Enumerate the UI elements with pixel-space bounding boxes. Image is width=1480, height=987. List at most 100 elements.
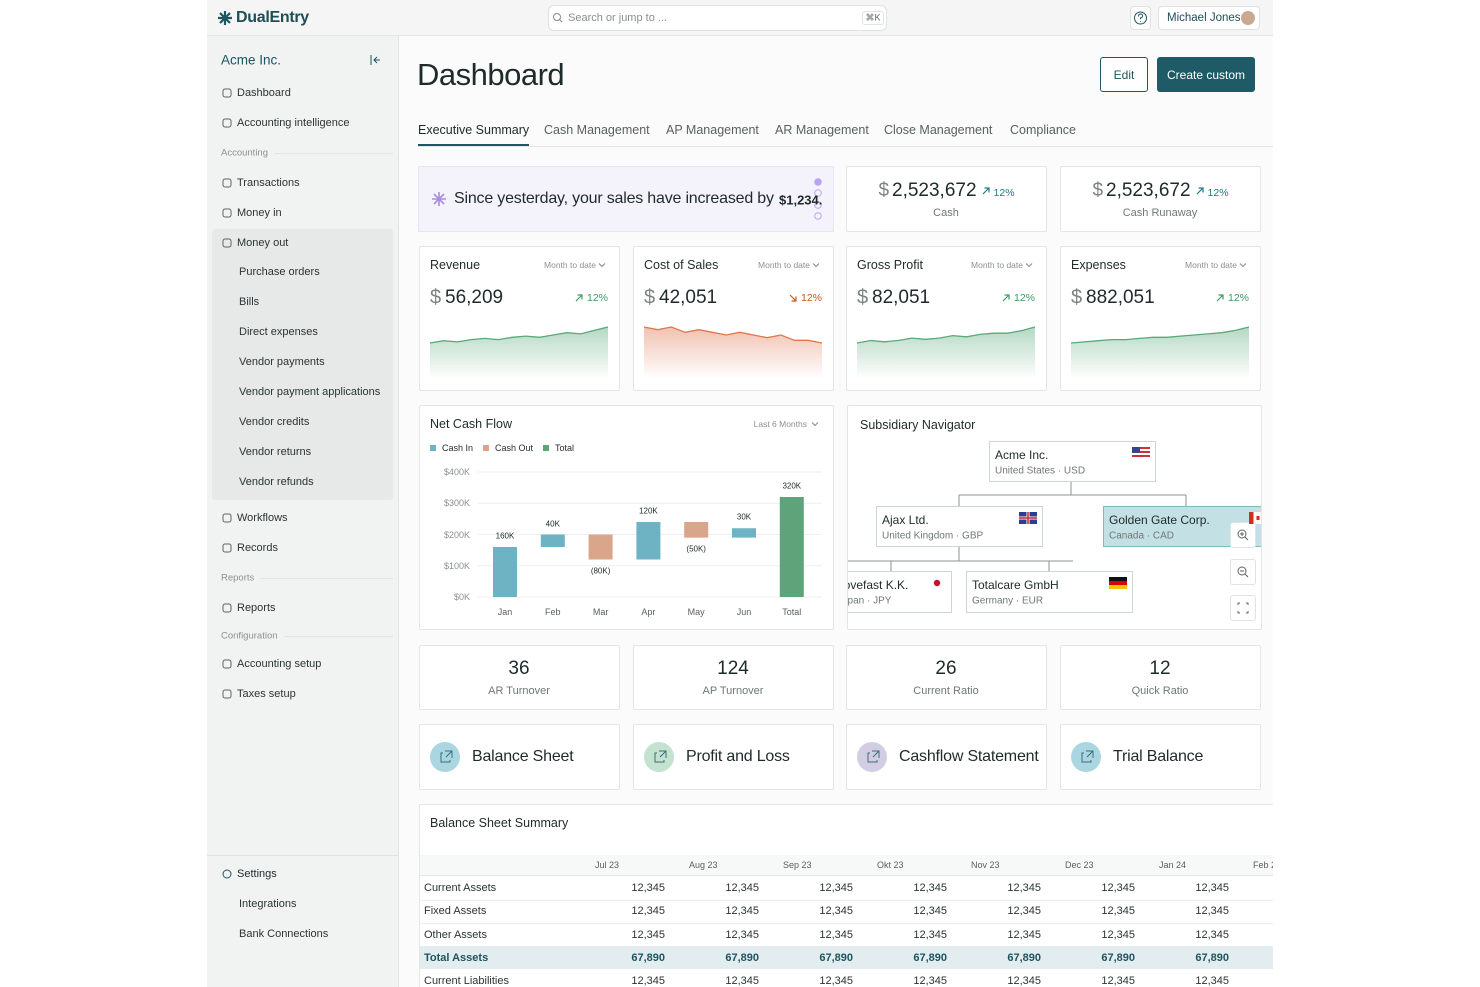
row-label: Current Liabilities: [424, 975, 509, 987]
tab[interactable]: Close Management: [884, 123, 992, 137]
cell: 12,345: [631, 929, 665, 941]
cell: 67,890: [725, 952, 759, 964]
metric-change: 12%: [1014, 292, 1035, 304]
kpi-value: 2,523,672: [1106, 180, 1191, 202]
tab[interactable]: AR Management: [775, 123, 869, 137]
cell: 12,345: [631, 882, 665, 894]
cell: 12,345: [819, 975, 853, 987]
nav-item[interactable]: Bank Connections: [239, 928, 328, 940]
nav-item[interactable]: Records: [237, 542, 278, 554]
tab[interactable]: Cash Management: [544, 123, 650, 137]
metric-currency: $: [1071, 287, 1082, 310]
value-label: 320K: [782, 482, 801, 491]
cell: 12,345: [1101, 975, 1135, 987]
nav-item[interactable]: Transactions: [237, 177, 300, 189]
x-tick-label: Total: [782, 607, 801, 617]
nav-item[interactable]: Money out: [237, 237, 288, 249]
nav-item[interactable]: Settings: [237, 868, 277, 880]
shortcut: ⌘K: [865, 13, 880, 24]
fullscreen-icon: [1238, 603, 1248, 613]
nav-item[interactable]: Bills: [239, 296, 259, 308]
kpi-row: $2,523,67212%: [846, 180, 1047, 202]
button-label: Edit: [1114, 68, 1135, 82]
banner-amount: $1,234.: [779, 193, 822, 208]
connector: [959, 482, 1186, 506]
x-tick-label: Mar: [593, 607, 609, 617]
nav-item[interactable]: Dashboard: [237, 87, 291, 99]
nav-item[interactable]: Direct expenses: [239, 326, 318, 338]
ratio-label: AR Turnover: [488, 685, 550, 697]
sidebar-rule: [207, 855, 399, 856]
metric-period[interactable]: Month to date: [971, 260, 1023, 270]
banner-text: Since yesterday, your sales have increas…: [454, 190, 774, 208]
report-label: Trial Balance: [1113, 748, 1203, 766]
kpi-change: 12%: [994, 187, 1015, 199]
value-label: 40K: [546, 519, 560, 528]
row-rule: [420, 923, 1320, 924]
tab[interactable]: AP Management: [666, 123, 759, 137]
node-detail: Canada · CAD: [1109, 531, 1174, 542]
nav-item[interactable]: Workflows: [237, 512, 288, 524]
column-header: Jan 24: [1159, 860, 1186, 870]
nav-item[interactable]: Money in: [237, 207, 282, 219]
section-rule: [260, 578, 393, 579]
ratio-label: Quick Ratio: [1132, 685, 1189, 697]
table-title: Balance Sheet Summary: [430, 816, 568, 830]
cell: 67,890: [819, 952, 853, 964]
metric-change: 12%: [801, 292, 822, 304]
y-tick-label: $200K: [444, 530, 470, 540]
column-header: Jul 23: [595, 860, 619, 870]
node-name: Acme Inc.: [995, 448, 1048, 462]
nav-item[interactable]: Vendor payment applications: [239, 386, 380, 398]
section-title: Reports: [221, 573, 254, 584]
nav-item[interactable]: Integrations: [239, 898, 296, 910]
zoom-icon: [1240, 532, 1248, 540]
metric-title: Revenue: [430, 258, 480, 272]
cell: 12,345: [819, 929, 853, 941]
nav-item[interactable]: Vendor payments: [239, 356, 325, 368]
ratio-label: AP Turnover: [703, 685, 764, 697]
cash-flow-panel: [419, 405, 834, 630]
cell: 12,345: [725, 975, 759, 987]
y-tick-label: $0K: [454, 592, 470, 602]
nav-item[interactable]: Reports: [237, 602, 276, 614]
nav-item[interactable]: Vendor credits: [239, 416, 309, 428]
flag: [1257, 516, 1260, 520]
cell: 67,890: [631, 952, 665, 964]
ratio-value: 124: [717, 658, 749, 680]
cell: 12,345: [1101, 929, 1135, 941]
nav-item[interactable]: Accounting intelligence: [237, 117, 350, 129]
kpi-row: $2,523,67212%: [1060, 180, 1261, 202]
metric-value: 882,051: [1086, 287, 1155, 309]
nav-item[interactable]: Accounting setup: [237, 658, 321, 670]
nav-item[interactable]: Vendor returns: [239, 446, 311, 458]
metric-currency: $: [430, 287, 441, 310]
cell: 12,345: [1101, 905, 1135, 917]
cell: 12,345: [631, 905, 665, 917]
tab-rule: [418, 146, 1273, 147]
nav-item[interactable]: Purchase orders: [239, 266, 320, 278]
column-header: Feb 24: [1253, 860, 1281, 870]
metric-period[interactable]: Month to date: [758, 260, 810, 270]
flag: [1109, 585, 1127, 589]
legend-label: Cash Out: [495, 443, 533, 453]
tab[interactable]: Executive Summary: [418, 123, 529, 137]
metric-period[interactable]: Month to date: [544, 260, 596, 270]
ratio-value: 12: [1149, 658, 1170, 680]
legend-label: Cash In: [442, 443, 473, 453]
tab[interactable]: Compliance: [1010, 123, 1076, 137]
node-detail: Germany · EUR: [972, 596, 1043, 607]
cell: 12,345: [1007, 882, 1041, 894]
kpi-currency: $: [878, 180, 889, 202]
nav-item[interactable]: Taxes setup: [237, 688, 296, 700]
legend-label: Total: [555, 443, 574, 453]
help-button[interactable]: [1130, 6, 1151, 30]
value-label: 120K: [639, 507, 658, 516]
nav-item[interactable]: Vendor refunds: [239, 476, 314, 488]
metric-period[interactable]: Month to date: [1185, 260, 1237, 270]
metric-value: 82,051: [872, 287, 930, 309]
ratio-value: 26: [935, 658, 956, 680]
button-label: Create custom: [1167, 68, 1245, 82]
chart-period[interactable]: Last 6 Months: [754, 419, 807, 429]
